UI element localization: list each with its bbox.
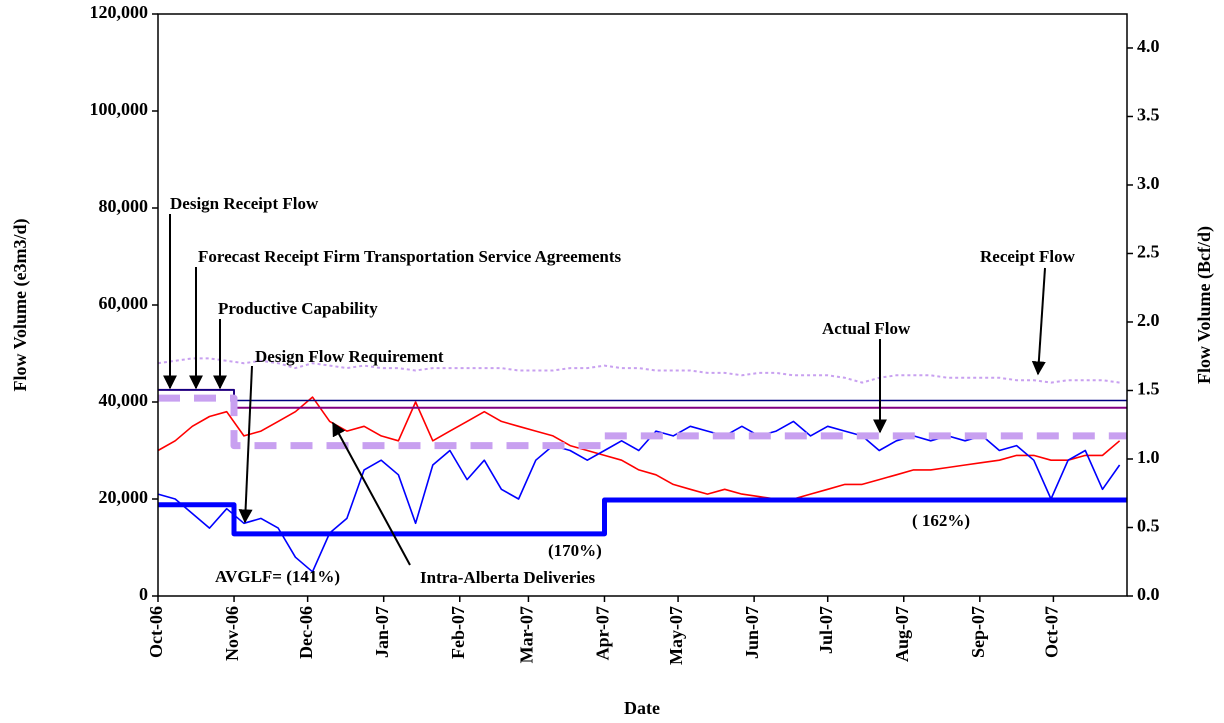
x-tick-label: Dec-06 (296, 606, 316, 659)
x-tick-label: Nov-06 (222, 606, 242, 661)
series-label: Receipt Flow (980, 247, 1076, 266)
x-tick-label: Jun-07 (742, 606, 762, 659)
series-label: Design Flow Requirement (255, 347, 444, 366)
y2-tick-label: 3.5 (1137, 105, 1160, 125)
arrow (1031, 267, 1046, 376)
y2-tick-label: 0.5 (1137, 516, 1160, 536)
x-tick-label: May-07 (666, 606, 686, 665)
series-label: Actual Flow (822, 319, 911, 338)
x-tick-label: Jul-07 (816, 606, 836, 654)
series-label: Productive Capability (218, 299, 378, 318)
x-tick-label: Aug-07 (892, 606, 912, 662)
y2-tick-label: 1.5 (1137, 379, 1160, 399)
x-axis-label: Date (624, 698, 660, 718)
y2-axis-label: Flow Volume (Bcf/d) (1194, 226, 1215, 384)
x-tick-label: Mar-07 (517, 606, 537, 663)
series-line (157, 357, 1120, 384)
y-tick-label: 80,000 (99, 196, 149, 216)
series-line (157, 420, 1121, 573)
series-line (158, 394, 1127, 450)
x-tick-label: Oct-06 (146, 606, 166, 658)
y-axis-label: Flow Volume (e3m3/d) (10, 218, 31, 391)
y2-tick-label: 2.5 (1137, 242, 1160, 262)
y-tick-label: 60,000 (99, 293, 149, 313)
y-tick-label: 40,000 (99, 390, 149, 410)
y-tick-label: 100,000 (90, 99, 149, 119)
x-tick-label: Oct-07 (1042, 606, 1062, 658)
x-tick-label: Apr-07 (593, 606, 613, 660)
y2-tick-label: 2.0 (1137, 310, 1160, 330)
series-label: Design Receipt Flow (170, 194, 319, 213)
y2-tick-label: 1.0 (1137, 447, 1160, 467)
arrow (332, 421, 411, 566)
arrow (238, 365, 253, 524)
x-tick-label: Feb-07 (448, 606, 468, 659)
x-tick-label: Jan-07 (372, 606, 392, 658)
annotation: (170%) (548, 541, 602, 560)
annotations: Design Receipt Flow Forecast Receipt Fir… (163, 194, 1076, 587)
y2-tick-label: 3.0 (1137, 173, 1160, 193)
series-label: Forecast Receipt Firm Transportation Ser… (198, 247, 622, 266)
x-tick-label: Sep-07 (968, 606, 988, 658)
series-line (157, 396, 1121, 500)
y-tick-label: 0 (139, 584, 148, 604)
series-label: Intra-Alberta Deliveries (420, 568, 596, 587)
annotation: AVGLF= (141%) (215, 567, 340, 586)
annotation: ( 162%) (912, 511, 970, 530)
plot-area (157, 357, 1127, 573)
series-line (158, 389, 1127, 402)
y-tick-label: 20,000 (99, 487, 149, 507)
y2-tick-label: 4.0 (1137, 36, 1160, 56)
y-tick-label: 120,000 (90, 2, 149, 22)
series-line (158, 497, 1127, 537)
y2-tick-label: 0.0 (1137, 584, 1160, 604)
